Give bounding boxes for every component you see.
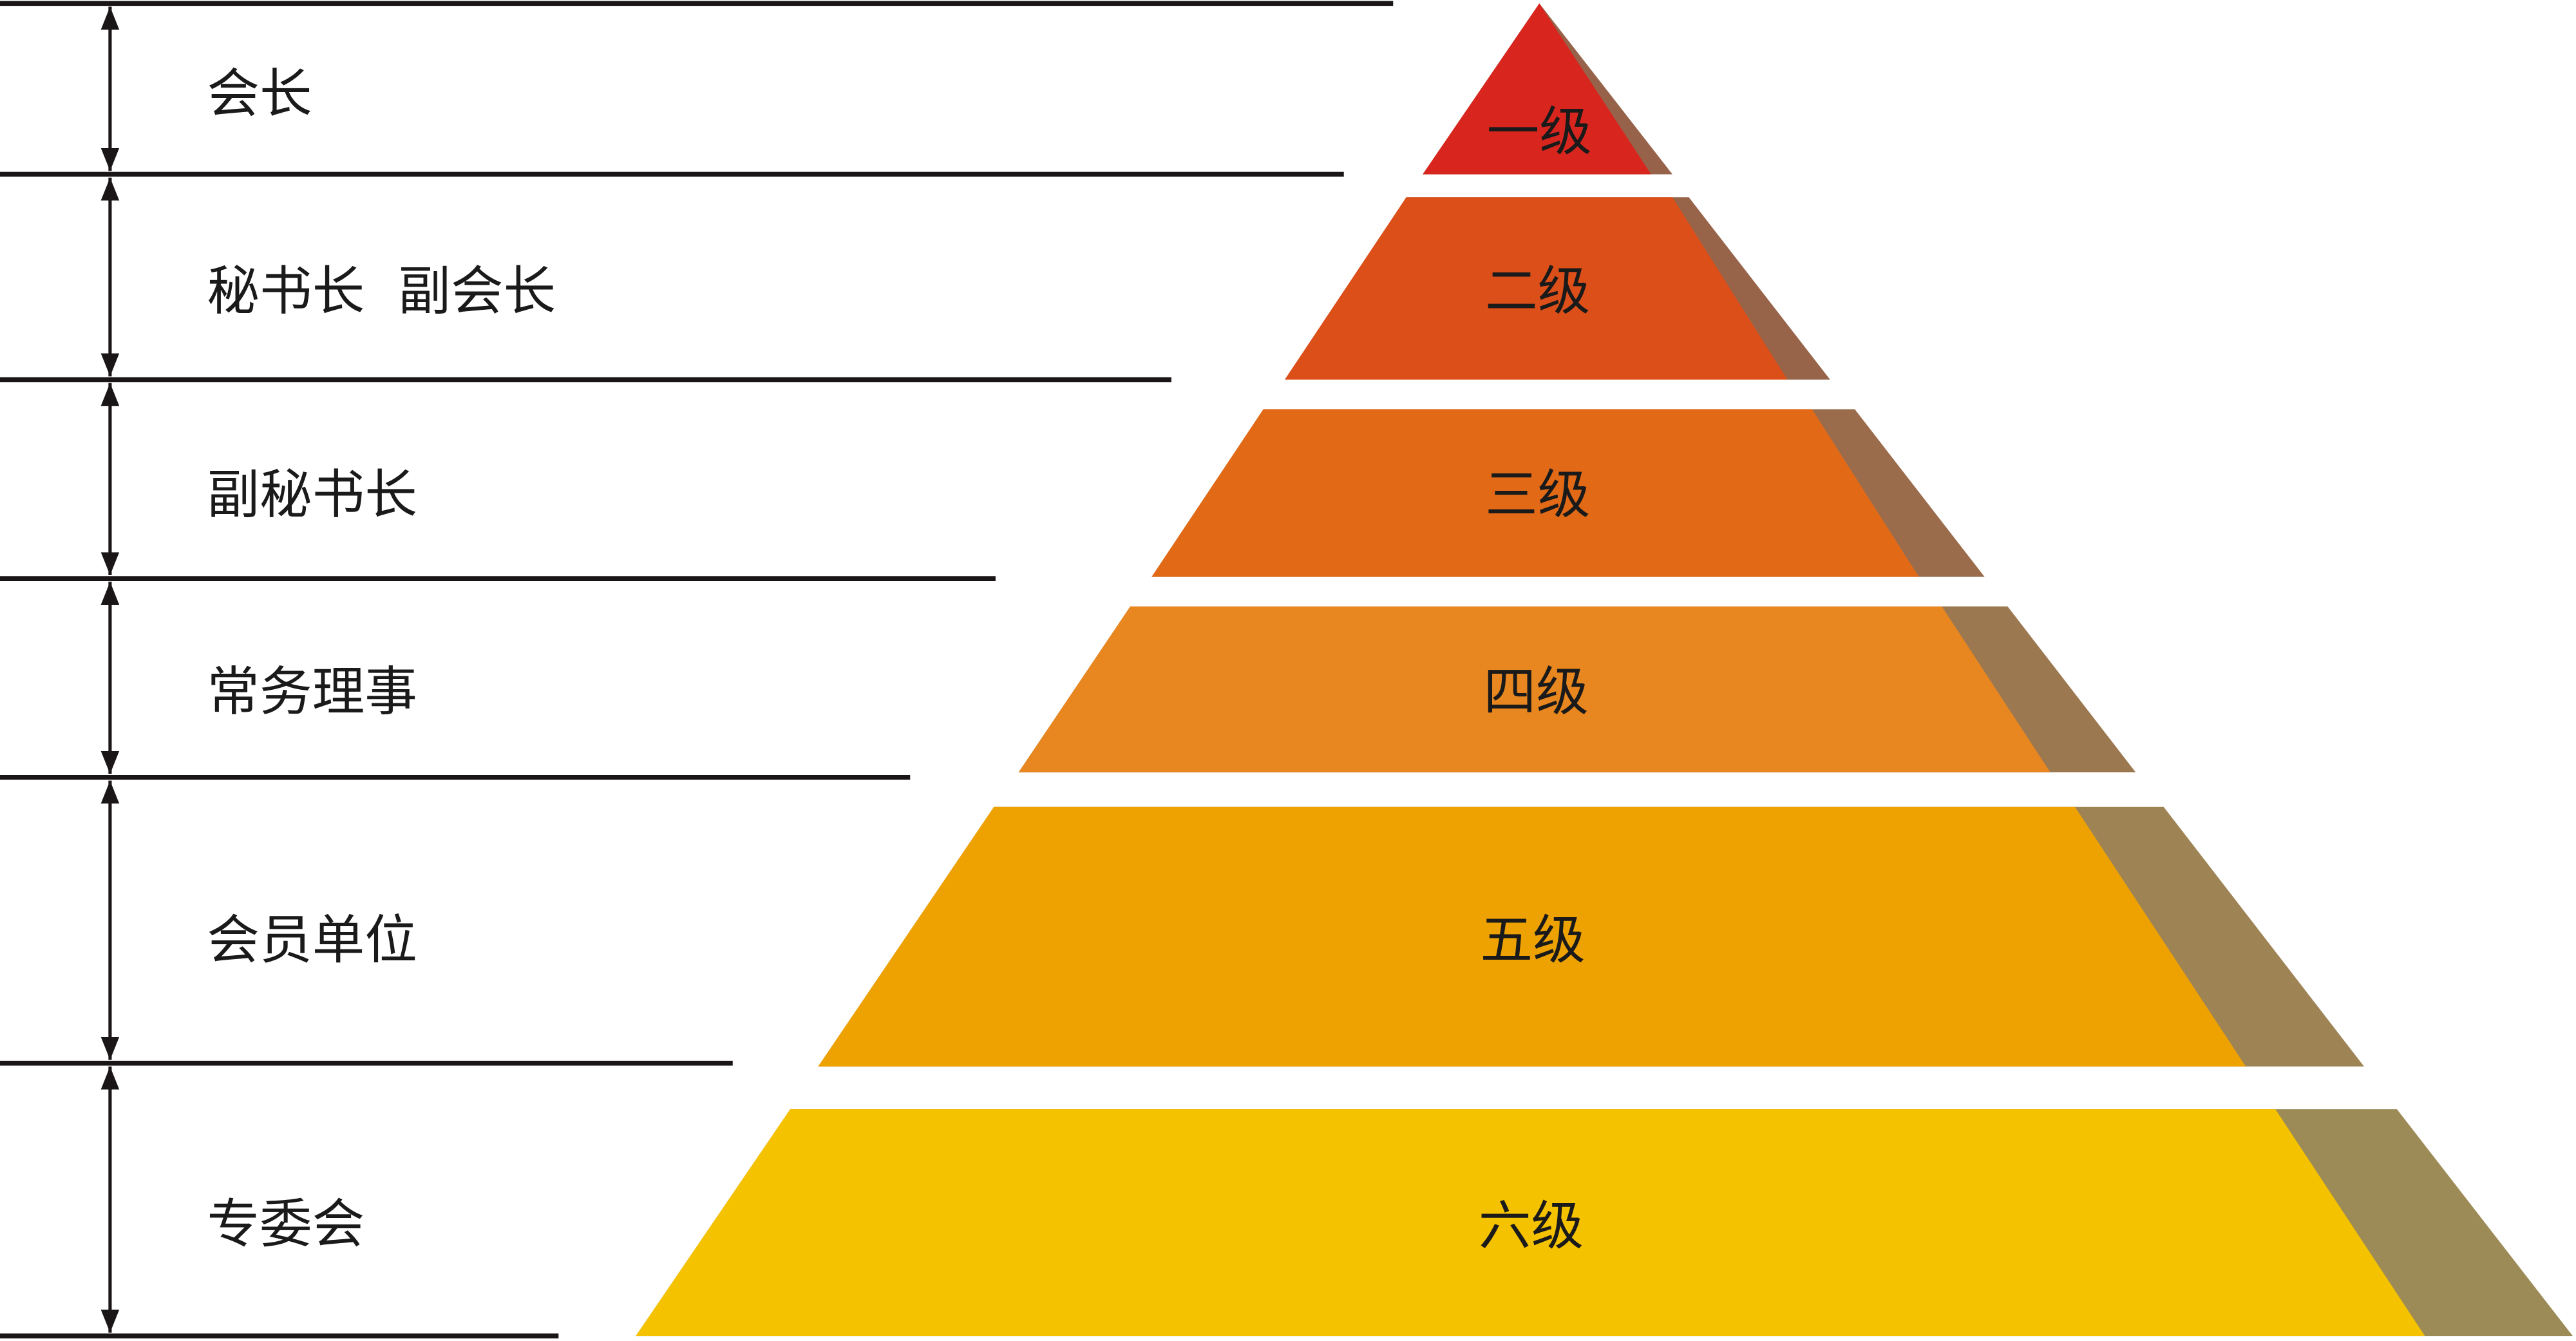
tier-6 — [636, 1109, 2425, 1336]
tier-4 — [1018, 606, 2050, 773]
pyramid-tiers — [636, 3, 2573, 1336]
level-guides — [0, 1, 1394, 1338]
role-label-president: 会长 — [207, 64, 312, 125]
role-label-member-unit: 会员单位 — [207, 909, 417, 971]
level-label-6: 六级 — [1479, 1195, 1584, 1257]
level-label-5: 五级 — [1480, 909, 1585, 971]
level-label-3: 三级 — [1485, 464, 1590, 526]
level-label-1: 一级 — [1487, 101, 1592, 162]
tier-2 — [1284, 197, 1788, 380]
tier-1 — [1423, 3, 1651, 175]
level-label-4: 四级 — [1484, 661, 1589, 723]
level-label-2: 二级 — [1485, 261, 1590, 322]
role-label-deputy-secretary: 副秘书长 — [207, 464, 417, 526]
role-label-secretary-general: 秘书长 副会长 — [207, 261, 556, 322]
role-label-committee: 专委会 — [207, 1194, 365, 1255]
tier-5 — [818, 806, 2246, 1067]
role-label-standing-director: 常务理事 — [207, 661, 417, 723]
tier-3 — [1151, 409, 1919, 577]
